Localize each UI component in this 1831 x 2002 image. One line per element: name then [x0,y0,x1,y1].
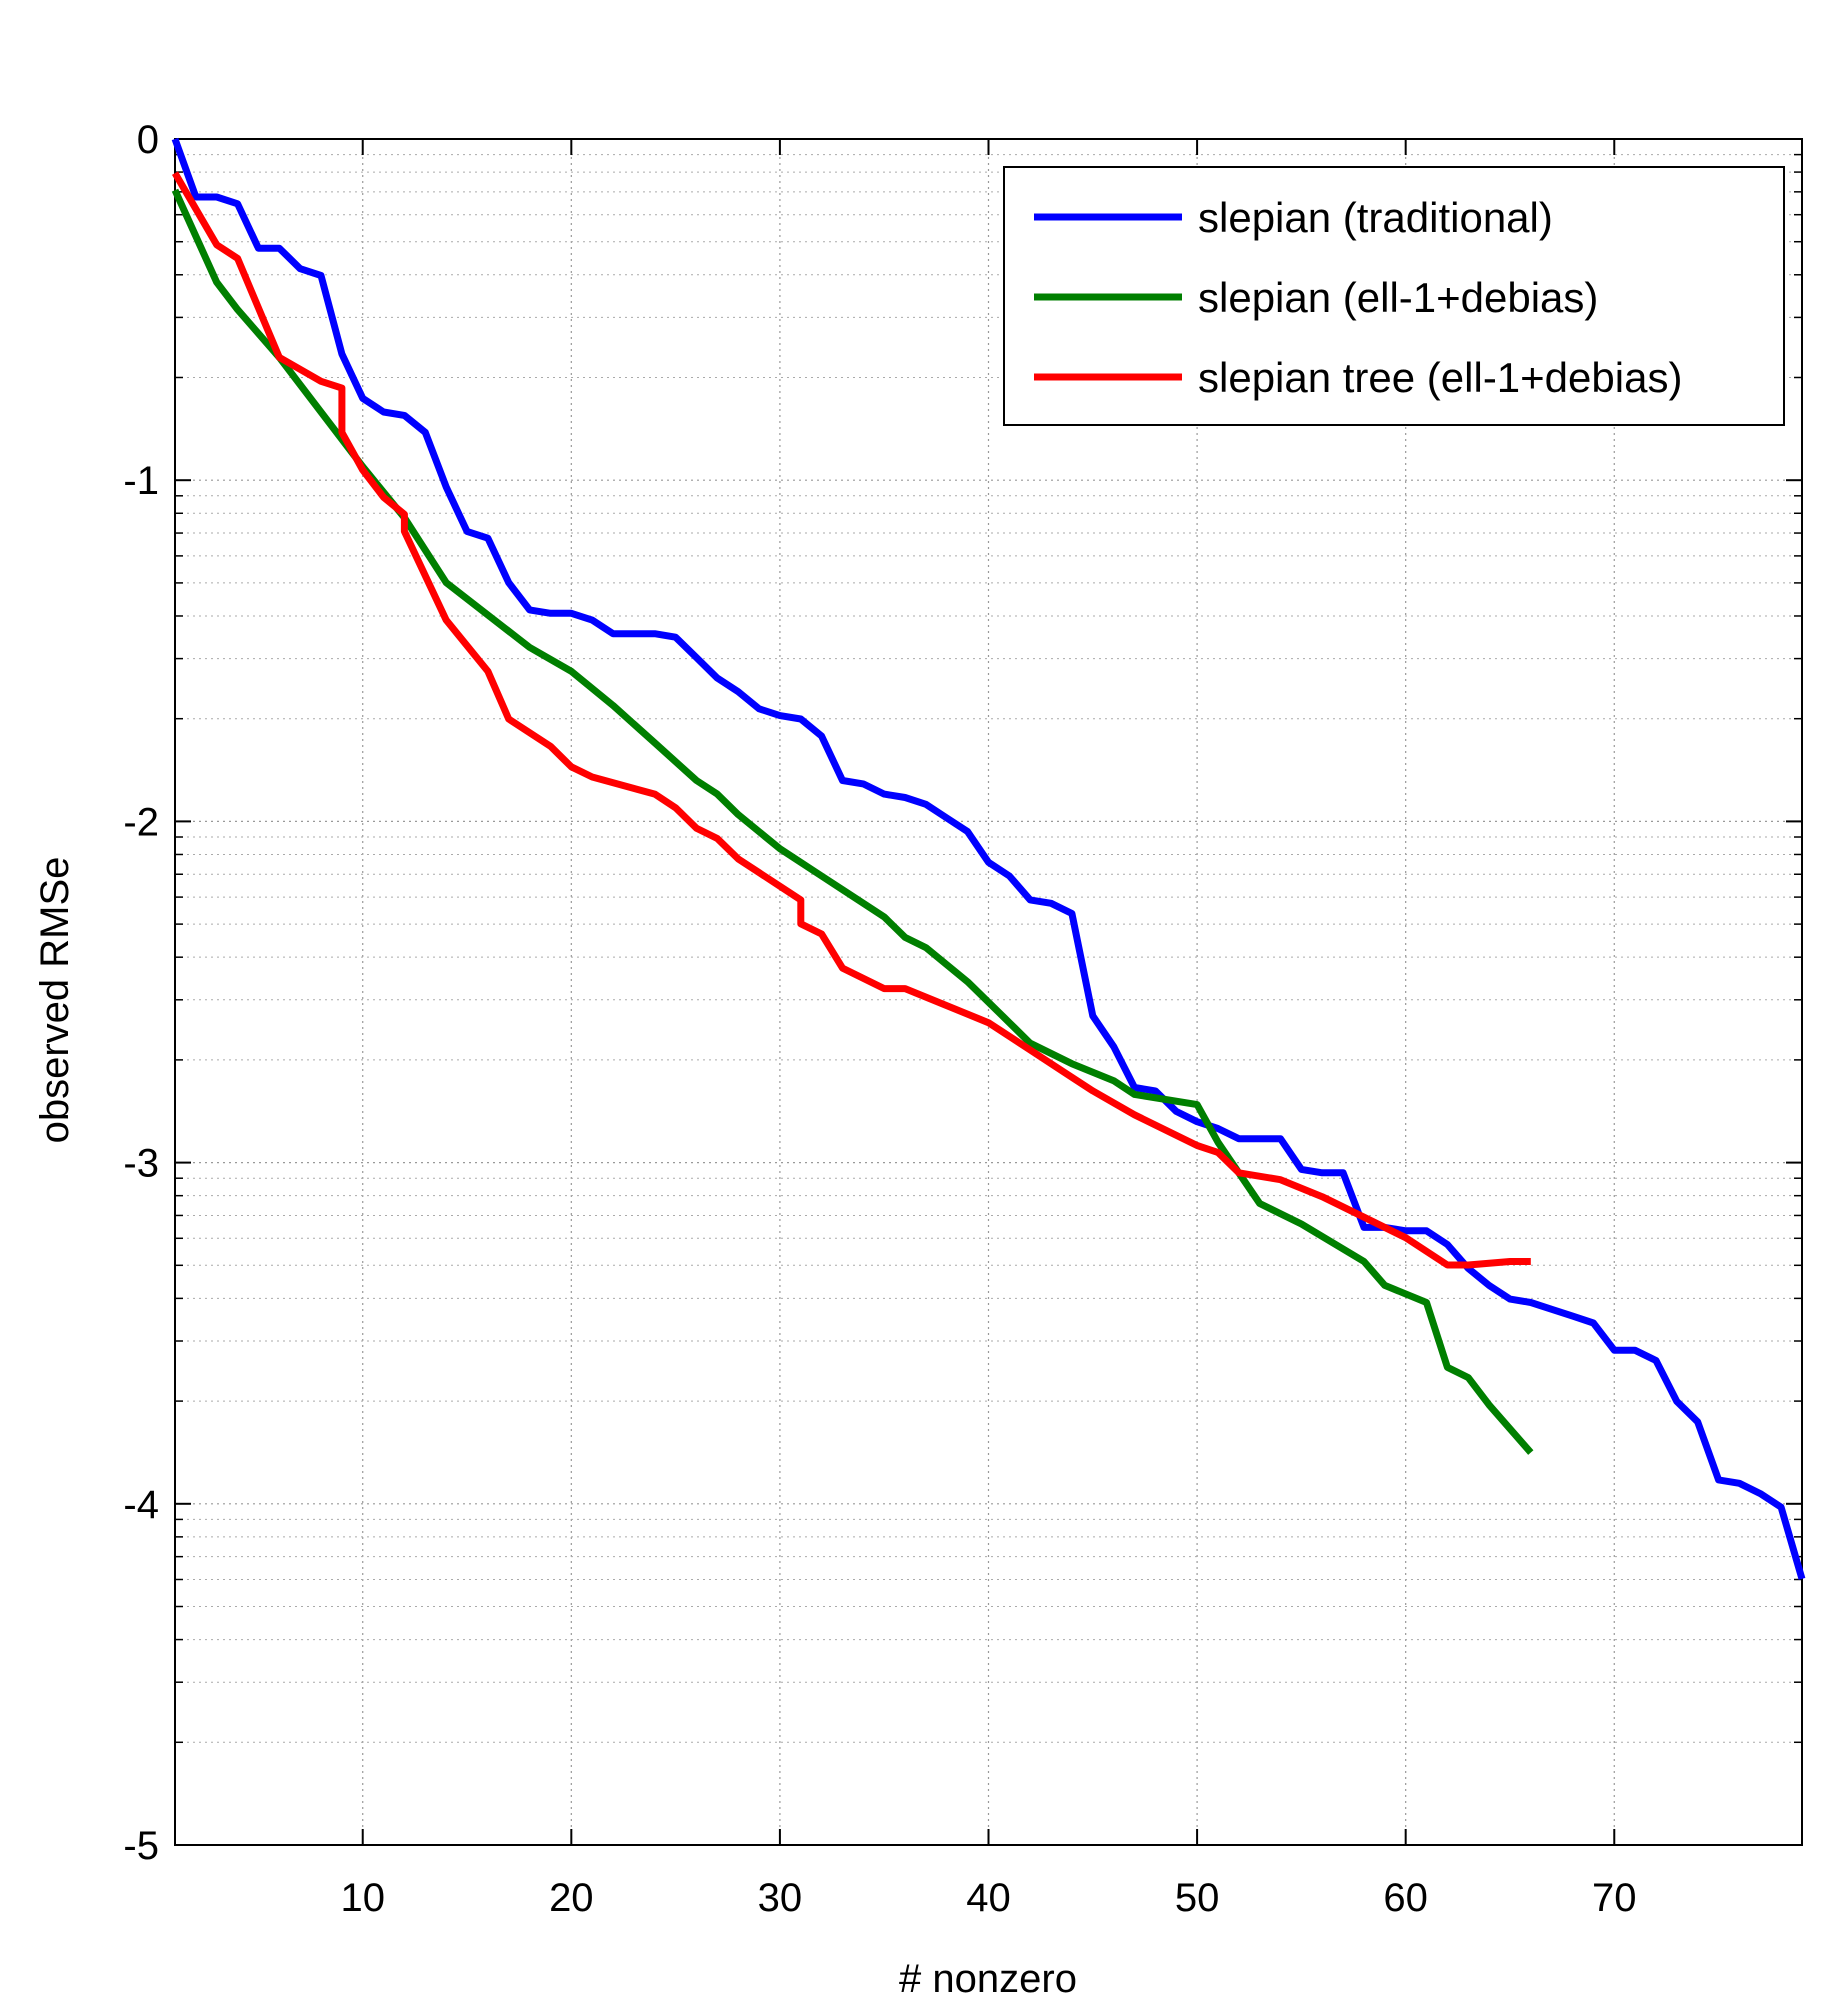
y-tick-label: -5 [123,1824,159,1868]
y-tick-label: -4 [123,1483,159,1527]
y-tick-label: -2 [123,800,159,844]
legend-label: slepian (ell-1+debias) [1198,274,1598,321]
legend-label: slepian tree (ell-1+debias) [1198,354,1682,401]
x-tick-label: 20 [549,1876,594,1920]
x-tick-label: 40 [966,1876,1011,1920]
series-line [171,171,1531,1269]
x-tick-label: 70 [1592,1876,1637,1920]
grid [175,138,1802,1846]
y-axis-label: observed RMSe [33,857,77,1144]
series-line [171,137,1806,1580]
y-tick-label: -3 [123,1142,159,1186]
legend: slepian (traditional) slepian (ell-1+debi… [1003,166,1785,426]
y-tick-label: -1 [123,459,159,503]
legend-label: slepian (traditional) [1198,194,1553,241]
y-tick-label: 0 [137,118,159,162]
x-tick-label: 50 [1175,1876,1220,1920]
x-tick-label: 30 [758,1876,803,1920]
x-axis-label: # nonzero [899,1957,1077,2001]
x-tick-label: 60 [1383,1876,1428,1920]
axis-ticks: 0 -1 -2 -3 -4 -5 10 20 30 40 50 60 70 [123,118,1802,1920]
x-tick-label: 10 [340,1876,385,1920]
series-lines [171,137,1806,1580]
